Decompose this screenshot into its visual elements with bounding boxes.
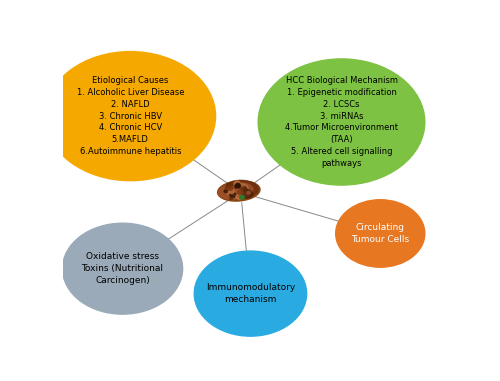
Text: Circulating
Tumour Cells: Circulating Tumour Cells [351, 223, 410, 244]
Circle shape [240, 195, 244, 199]
Circle shape [240, 187, 247, 192]
Text: Oxidative stress
Toxins (Nutritional
Carcinogen): Oxidative stress Toxins (Nutritional Car… [82, 252, 164, 285]
Circle shape [226, 183, 232, 187]
Circle shape [45, 51, 215, 181]
Circle shape [227, 186, 233, 190]
Circle shape [226, 185, 230, 188]
Circle shape [228, 183, 233, 186]
Circle shape [243, 187, 246, 189]
Circle shape [247, 191, 250, 194]
Circle shape [235, 189, 240, 194]
Circle shape [238, 186, 241, 187]
Circle shape [235, 184, 240, 188]
Circle shape [235, 186, 238, 188]
Ellipse shape [226, 180, 258, 197]
Ellipse shape [234, 188, 253, 198]
Circle shape [238, 193, 242, 196]
Ellipse shape [226, 184, 248, 195]
Circle shape [234, 181, 240, 186]
Circle shape [230, 192, 236, 197]
Text: Immunomodulatory
mechanism: Immunomodulatory mechanism [206, 283, 295, 304]
Circle shape [234, 184, 240, 189]
Circle shape [258, 59, 425, 185]
Text: HCC Biological Mechanism
1. Epigenetic modification
2. LCSCs
3. miRNAs
4.Tumor M: HCC Biological Mechanism 1. Epigenetic m… [285, 76, 398, 168]
Circle shape [336, 200, 425, 267]
Ellipse shape [218, 183, 253, 199]
Circle shape [236, 192, 240, 195]
Circle shape [236, 183, 240, 187]
Text: Etiological Causes
1. Alcoholic Liver Disease
2. NAFLD
3. Chronic HBV
4. Chronic: Etiological Causes 1. Alcoholic Liver Di… [76, 76, 184, 156]
Ellipse shape [218, 181, 260, 201]
Circle shape [238, 190, 243, 195]
Circle shape [228, 189, 233, 192]
Circle shape [244, 189, 248, 192]
Circle shape [194, 251, 306, 336]
Circle shape [236, 194, 242, 199]
Circle shape [225, 187, 230, 190]
Circle shape [229, 189, 234, 194]
Circle shape [230, 197, 232, 199]
Circle shape [241, 187, 244, 190]
Circle shape [224, 190, 228, 193]
Circle shape [62, 223, 182, 314]
Circle shape [237, 186, 240, 189]
